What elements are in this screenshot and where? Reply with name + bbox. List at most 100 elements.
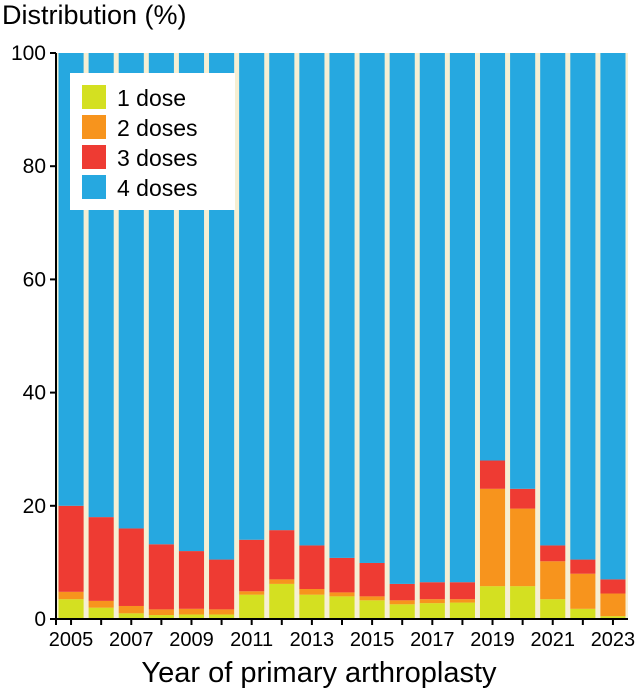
legend-swatch-1	[82, 85, 106, 109]
y-tick-label: 40	[23, 382, 46, 405]
bar-2010-series-1	[209, 614, 235, 619]
bar-2021-series-3	[540, 545, 566, 562]
bar-2010-series-3	[209, 559, 235, 610]
bar-2022-series-4	[570, 53, 596, 560]
bar-2016-series-3	[389, 583, 415, 601]
bar-2019-series-3	[479, 460, 506, 489]
legend-label-3: 3 doses	[117, 145, 198, 171]
bar-2014-series-4	[329, 53, 355, 558]
bar-2005-series-2	[58, 591, 84, 600]
bar-2007-series-2	[118, 605, 144, 614]
bar-2015-series-1	[359, 600, 385, 619]
bar-2014-series-3	[329, 557, 355, 593]
legend-swatch-2	[82, 115, 106, 139]
x-tick-label: 2021	[530, 629, 575, 651]
bar-2018-series-1	[449, 602, 475, 619]
bar-2017-series-1	[419, 603, 445, 619]
bar-2017-series-2	[419, 599, 445, 604]
bar-2015-series-3	[359, 562, 385, 597]
bar-2011-series-3	[239, 539, 265, 592]
bar-2023-series-3	[600, 579, 626, 594]
legend-label-2: 2 doses	[117, 115, 198, 141]
bar-2020-series-1	[510, 586, 536, 619]
bar-2009-series-2	[178, 608, 205, 615]
bar-2019-series-4	[479, 53, 506, 461]
y-ticks-group: 0 20 40 60 80 100	[11, 42, 56, 631]
y-tick-label: 20	[23, 495, 46, 518]
bar-2014-series-1	[329, 596, 355, 619]
bar-2020-series-3	[510, 488, 536, 509]
x-tick-label: 2015	[350, 629, 395, 651]
y-axis-title: Distribution (%)	[2, 0, 187, 30]
y-tick-label: 0	[34, 608, 46, 631]
legend: 1 dose 2 doses 3 doses 4 doses	[70, 73, 235, 210]
bar-2008-series-1	[148, 615, 174, 619]
bar-2012-series-4	[269, 53, 295, 531]
bar-2009-series-3	[178, 551, 205, 609]
bar-2008-series-2	[148, 609, 174, 616]
bar-2013-series-4	[299, 53, 325, 546]
bar-2005-series-1	[58, 599, 84, 619]
bar-2017-series-4	[419, 53, 445, 583]
bar-2021-series-4	[540, 53, 566, 546]
bar-2016-series-2	[389, 600, 415, 605]
bar-2023-series-2	[600, 593, 626, 617]
y-tick-label: 100	[11, 42, 46, 65]
bar-2016-series-1	[389, 604, 415, 619]
bar-2012-series-3	[269, 530, 295, 580]
bar-2013-series-1	[299, 594, 325, 619]
x-tick-label: 2019	[470, 629, 515, 651]
legend-swatch-3	[82, 145, 106, 169]
axes	[50, 53, 628, 625]
bar-2018-series-3	[449, 582, 475, 600]
bar-2014-series-2	[329, 592, 355, 597]
bar-2007-series-3	[118, 528, 144, 606]
bar-2020-series-4	[510, 53, 536, 489]
bar-2023-series-4	[600, 53, 626, 580]
bar-2006-series-1	[88, 607, 114, 619]
bar-2008-series-3	[148, 544, 174, 610]
x-tick-label: 2011	[230, 629, 273, 651]
legend-label-4: 4 doses	[117, 175, 198, 201]
bar-2012-series-2	[269, 579, 295, 584]
bar-2006-series-2	[88, 600, 114, 608]
bar-2022-series-3	[570, 559, 596, 574]
x-tick-label: 2017	[410, 629, 455, 651]
legend-label-1: 1 dose	[117, 85, 186, 111]
bar-2015-series-2	[359, 596, 385, 601]
bar-2018-series-2	[449, 599, 475, 603]
bar-2023-series-1	[600, 616, 626, 619]
legend-swatch-4	[82, 175, 106, 199]
bar-2022-series-1	[570, 608, 596, 619]
bar-2019-series-2	[479, 488, 506, 587]
bar-2012-series-1	[269, 583, 295, 619]
bar-2019-series-1	[479, 586, 506, 619]
bar-2020-series-2	[510, 508, 536, 587]
x-axis-title: Year of primary arthroplasty	[141, 657, 497, 689]
bar-2021-series-1	[540, 599, 566, 619]
x-tick-label: 2009	[169, 629, 214, 651]
bar-2010-series-2	[209, 609, 235, 615]
bar-2011-series-1	[239, 594, 265, 619]
bar-2006-series-3	[88, 517, 114, 601]
x-tick-label: 2005	[49, 629, 94, 651]
bar-2015-series-4	[359, 53, 385, 563]
bar-2013-series-3	[299, 545, 325, 589]
y-tick-label: 80	[23, 155, 46, 178]
bar-2011-series-4	[239, 53, 265, 540]
x-tick-label: 2007	[109, 629, 154, 651]
bar-2018-series-4	[449, 53, 475, 583]
bar-2016-series-4	[389, 53, 415, 584]
bar-2011-series-2	[239, 591, 265, 595]
x-tick-label: 2023	[591, 629, 636, 651]
y-tick-label: 60	[23, 268, 46, 291]
bar-2021-series-2	[540, 561, 566, 600]
bar-2007-series-1	[118, 613, 144, 619]
bar-2009-series-1	[178, 614, 205, 619]
bar-2005-series-3	[58, 505, 84, 592]
bar-2022-series-2	[570, 573, 596, 609]
x-tick-label: 2013	[290, 629, 335, 651]
bar-2017-series-3	[419, 582, 445, 600]
x-ticks-group: 2005 2007 2009 2011 2013 2015 2017 2019 2021 2023	[49, 619, 635, 651]
